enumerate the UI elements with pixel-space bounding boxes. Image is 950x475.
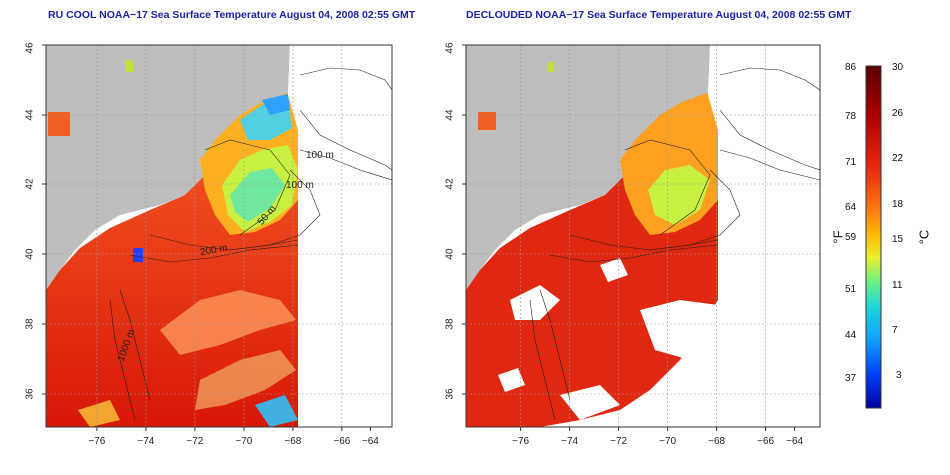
colorbar-c-tick: 26: [892, 108, 904, 119]
right-y-tick: 40: [444, 248, 456, 260]
right-map-frame: [465, 44, 821, 428]
right-land: [466, 45, 710, 290]
right-map: [466, 45, 820, 427]
left-y-tick: 44: [24, 109, 36, 121]
left-y-tick: 46: [24, 42, 36, 54]
right-x-tick: −74: [561, 436, 579, 447]
colorbar-f-tick: 78: [845, 111, 857, 122]
right-y-tick: 44: [444, 109, 456, 121]
left-x-tick: −66: [333, 436, 351, 447]
celsius-unit-label: °C: [916, 229, 932, 245]
left-x-tick: −70: [235, 436, 253, 447]
left-y-tick: 42: [24, 178, 36, 190]
colorbar-c-tick: 11: [892, 280, 903, 291]
colorbar: [865, 65, 882, 409]
right-y-tick: 46: [444, 42, 456, 54]
colorbar-f-tick: 64: [845, 202, 857, 213]
colorbar-f-tick: 59: [845, 232, 857, 243]
colorbar-c-tick: 22: [892, 153, 904, 164]
left-x-tick: −74: [137, 436, 155, 447]
left-x-tick: −68: [284, 436, 302, 447]
left-y-tick: 36: [24, 388, 36, 400]
left-y-tick: 38: [24, 318, 36, 330]
colorbar-c-tick: 7: [892, 325, 898, 336]
right-y-tick: 38: [444, 318, 456, 330]
colorbar-c-tick: 15: [892, 234, 904, 245]
right-map-title: DECLOUDED NOAA−17 Sea Surface Temperatur…: [466, 9, 852, 21]
right-y-tick: 42: [444, 178, 456, 190]
colorbar-c-tick: 3: [896, 370, 902, 381]
left-x-tick: −76: [88, 436, 106, 447]
colorbar-f-tick: 44: [845, 330, 857, 341]
right-x-tick: −76: [512, 436, 530, 447]
colorbar-f-tick: 71: [845, 157, 857, 168]
right-x-tick: −66: [757, 436, 775, 447]
right-x-tick: −64: [786, 436, 804, 447]
left-map: [46, 45, 392, 427]
right-y-tick: 36: [444, 388, 456, 400]
left-y-tick: 40: [24, 248, 36, 260]
colorbar-c-tick: 18: [892, 199, 904, 210]
left-land: [46, 45, 290, 290]
colorbar-c-tick: 30: [892, 62, 904, 73]
left-map-title: RU COOL NOAA−17 Sea Surface Temperature …: [48, 9, 416, 21]
colorbar-f-tick: 86: [845, 62, 857, 73]
colorbar-f-tick: 51: [845, 284, 857, 295]
left-x-tick: −72: [186, 436, 204, 447]
colorbar-f-tick: 37: [845, 373, 857, 384]
right-x-tick: −68: [708, 436, 726, 447]
left-x-tick: −64: [361, 436, 379, 447]
contour-label: 100 m: [306, 150, 334, 161]
right-x-tick: −70: [659, 436, 677, 447]
left-map-frame: [45, 44, 393, 428]
right-x-tick: −72: [610, 436, 628, 447]
fahrenheit-unit-label: °F: [830, 230, 846, 244]
contour-label: 100 m: [286, 180, 314, 191]
